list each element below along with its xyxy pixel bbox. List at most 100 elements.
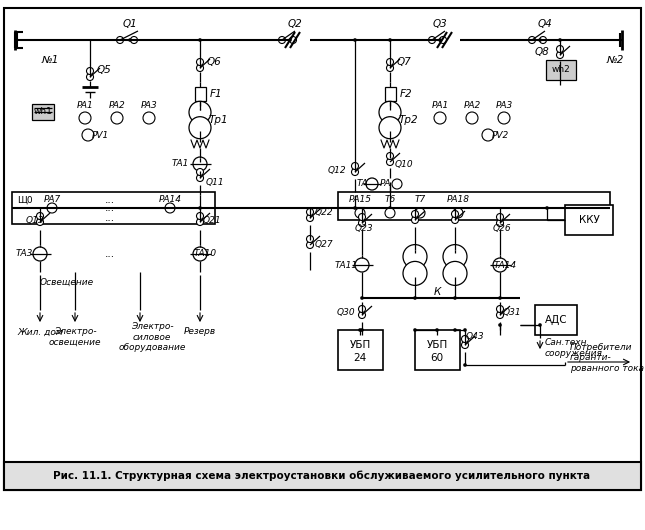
Text: АДС: АДС: [544, 315, 568, 325]
Text: ...: ...: [105, 213, 115, 223]
Text: ТА11: ТА11: [335, 261, 357, 269]
Text: УБП: УБП: [350, 340, 371, 350]
Text: РА14: РА14: [159, 196, 181, 205]
Circle shape: [498, 296, 502, 300]
Circle shape: [493, 258, 507, 272]
Text: Q5: Q5: [97, 65, 112, 75]
Circle shape: [388, 206, 392, 210]
Circle shape: [290, 37, 297, 43]
Circle shape: [466, 112, 478, 124]
Text: ТА10: ТА10: [194, 250, 217, 259]
Circle shape: [361, 296, 364, 300]
Bar: [415, 330, 460, 370]
Text: Q31: Q31: [502, 307, 521, 316]
Bar: [535, 305, 577, 335]
Circle shape: [165, 203, 175, 213]
Text: Q30: Q30: [337, 307, 355, 316]
Circle shape: [439, 37, 446, 43]
Circle shape: [353, 38, 357, 42]
Circle shape: [379, 117, 401, 139]
Text: PA3: PA3: [141, 101, 157, 110]
Circle shape: [435, 328, 439, 332]
Circle shape: [37, 213, 43, 219]
Bar: [384, 87, 395, 101]
Text: ТА3: ТА3: [15, 250, 33, 259]
Circle shape: [434, 112, 446, 124]
Circle shape: [415, 208, 425, 218]
Circle shape: [386, 158, 393, 165]
Text: PV1: PV1: [92, 130, 108, 139]
Circle shape: [497, 312, 504, 319]
Circle shape: [498, 112, 510, 124]
Text: Рис. 11.1. Структурная схема электроустановки обслуживаемого усилительного пункт: Рис. 11.1. Структурная схема электроуста…: [54, 471, 591, 481]
Text: УБП: УБП: [426, 340, 448, 350]
Circle shape: [386, 153, 393, 160]
Circle shape: [189, 101, 211, 123]
Circle shape: [197, 169, 204, 175]
Circle shape: [82, 129, 94, 141]
Circle shape: [355, 258, 369, 272]
Text: РА7: РА7: [43, 196, 61, 205]
Bar: [546, 60, 576, 80]
Circle shape: [438, 38, 442, 42]
Circle shape: [86, 74, 94, 81]
Text: Q4: Q4: [538, 19, 552, 29]
Text: 60: 60: [430, 353, 444, 363]
Bar: [4, 462, 641, 490]
Bar: [12, 192, 215, 224]
Circle shape: [403, 245, 427, 269]
Circle shape: [463, 363, 467, 367]
Circle shape: [193, 157, 207, 171]
Circle shape: [128, 38, 132, 42]
Text: Освещение: Освещение: [40, 278, 94, 287]
Circle shape: [385, 208, 395, 218]
Text: Tp1: Tp1: [208, 115, 228, 125]
Text: ККУ: ККУ: [579, 215, 599, 225]
Circle shape: [306, 208, 313, 216]
Text: №2: №2: [606, 55, 624, 65]
Text: Q10: Q10: [395, 161, 413, 170]
Circle shape: [443, 261, 467, 285]
Circle shape: [86, 67, 94, 75]
Text: №1: №1: [41, 55, 59, 65]
Circle shape: [557, 51, 564, 58]
Text: wh1: wh1: [34, 108, 52, 117]
Text: PA2: PA2: [108, 101, 125, 110]
Circle shape: [462, 335, 468, 342]
Circle shape: [412, 216, 419, 224]
Text: ТА: ТА: [356, 180, 368, 189]
Text: 24: 24: [353, 353, 366, 363]
Circle shape: [79, 112, 91, 124]
Circle shape: [359, 312, 366, 319]
Text: PA1: PA1: [77, 101, 94, 110]
Circle shape: [538, 38, 542, 42]
Circle shape: [386, 65, 393, 72]
Circle shape: [37, 218, 43, 225]
Text: Q12: Q12: [328, 165, 346, 174]
Circle shape: [412, 210, 419, 217]
Text: Q3: Q3: [433, 19, 448, 29]
Circle shape: [33, 247, 47, 261]
Text: РА2: РА2: [463, 101, 481, 110]
Circle shape: [130, 37, 137, 43]
Circle shape: [352, 163, 359, 170]
Text: ...: ...: [105, 249, 115, 259]
Text: Q11: Q11: [206, 178, 224, 187]
Circle shape: [193, 247, 207, 261]
Text: F2: F2: [400, 89, 412, 99]
Text: Q13: Q13: [26, 216, 45, 225]
Text: Q21: Q21: [203, 216, 221, 225]
Text: Q26: Q26: [493, 224, 511, 233]
Circle shape: [288, 38, 292, 42]
Circle shape: [403, 261, 427, 285]
Circle shape: [361, 328, 364, 332]
Circle shape: [528, 37, 535, 43]
Text: Потребители
гаранти-
рованного тока: Потребители гаранти- рованного тока: [570, 343, 644, 373]
Text: Q2: Q2: [288, 19, 303, 29]
Circle shape: [453, 328, 457, 332]
Circle shape: [47, 203, 57, 213]
Circle shape: [428, 37, 435, 43]
Text: Q6: Q6: [206, 57, 221, 67]
Text: F1: F1: [210, 89, 223, 99]
Text: Q7: Q7: [397, 57, 412, 67]
